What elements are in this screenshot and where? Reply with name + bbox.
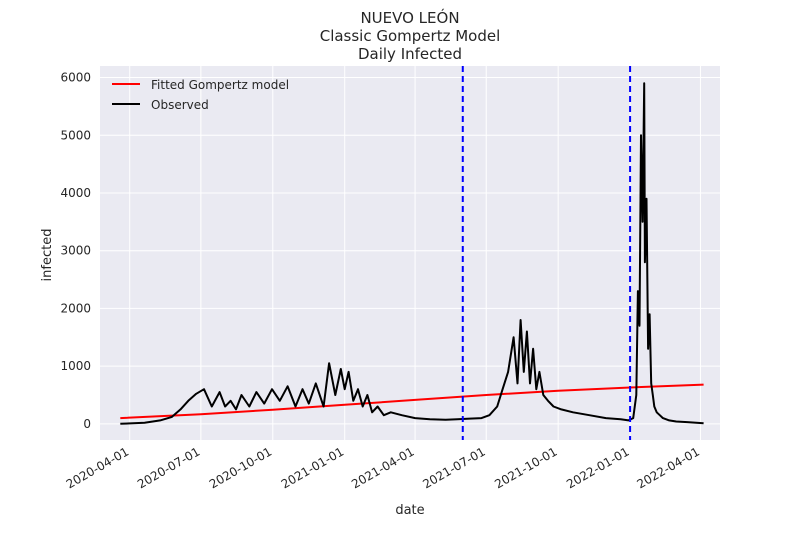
y-tick-label: 2000 <box>60 301 91 315</box>
chart-title-line-1: NUEVO LEÓN <box>360 8 459 27</box>
x-tick-label: 2021-10-01 <box>492 444 559 491</box>
x-tick-label: 2020-10-01 <box>207 444 274 491</box>
fitted-gompertz-line <box>120 383 704 420</box>
x-tick-label: 2021-07-01 <box>420 444 487 491</box>
y-axis-ticks: 0 1000 2000 3000 4000 5000 6000 <box>60 71 91 431</box>
x-tick-label: 2022-04-01 <box>635 444 702 491</box>
legend-label-fitted: Fitted Gompertz model <box>151 78 289 92</box>
x-tick-label: 2021-04-01 <box>349 444 416 491</box>
plot-area <box>100 66 720 440</box>
y-tick-label: 4000 <box>60 186 91 200</box>
series-layer <box>120 66 704 440</box>
y-tick-label: 0 <box>83 417 91 431</box>
legend-label-observed: Observed <box>151 98 209 112</box>
legend: Fitted Gompertz model Observed <box>112 78 289 112</box>
y-tick-label: 5000 <box>60 128 91 142</box>
grid-layer <box>100 66 720 440</box>
x-axis-label: date <box>395 503 424 518</box>
observed-line <box>120 82 704 425</box>
chart-title-line-2: Classic Gompertz Model <box>320 27 501 45</box>
y-tick-label: 1000 <box>60 359 91 373</box>
x-tick-label: 2020-04-01 <box>64 444 131 491</box>
y-tick-label: 3000 <box>60 244 91 258</box>
y-axis-label: infected <box>40 229 55 282</box>
x-tick-label: 2022-01-01 <box>564 444 631 491</box>
x-tick-label: 2020-07-01 <box>135 444 202 491</box>
chart-title-line-3: Daily Infected <box>358 45 462 63</box>
x-tick-label: 2021-01-01 <box>279 444 346 491</box>
x-axis-ticks: 2020-04-01 2020-07-01 2020-10-01 2021-01-01… <box>64 444 702 491</box>
y-tick-label: 6000 <box>60 71 91 85</box>
